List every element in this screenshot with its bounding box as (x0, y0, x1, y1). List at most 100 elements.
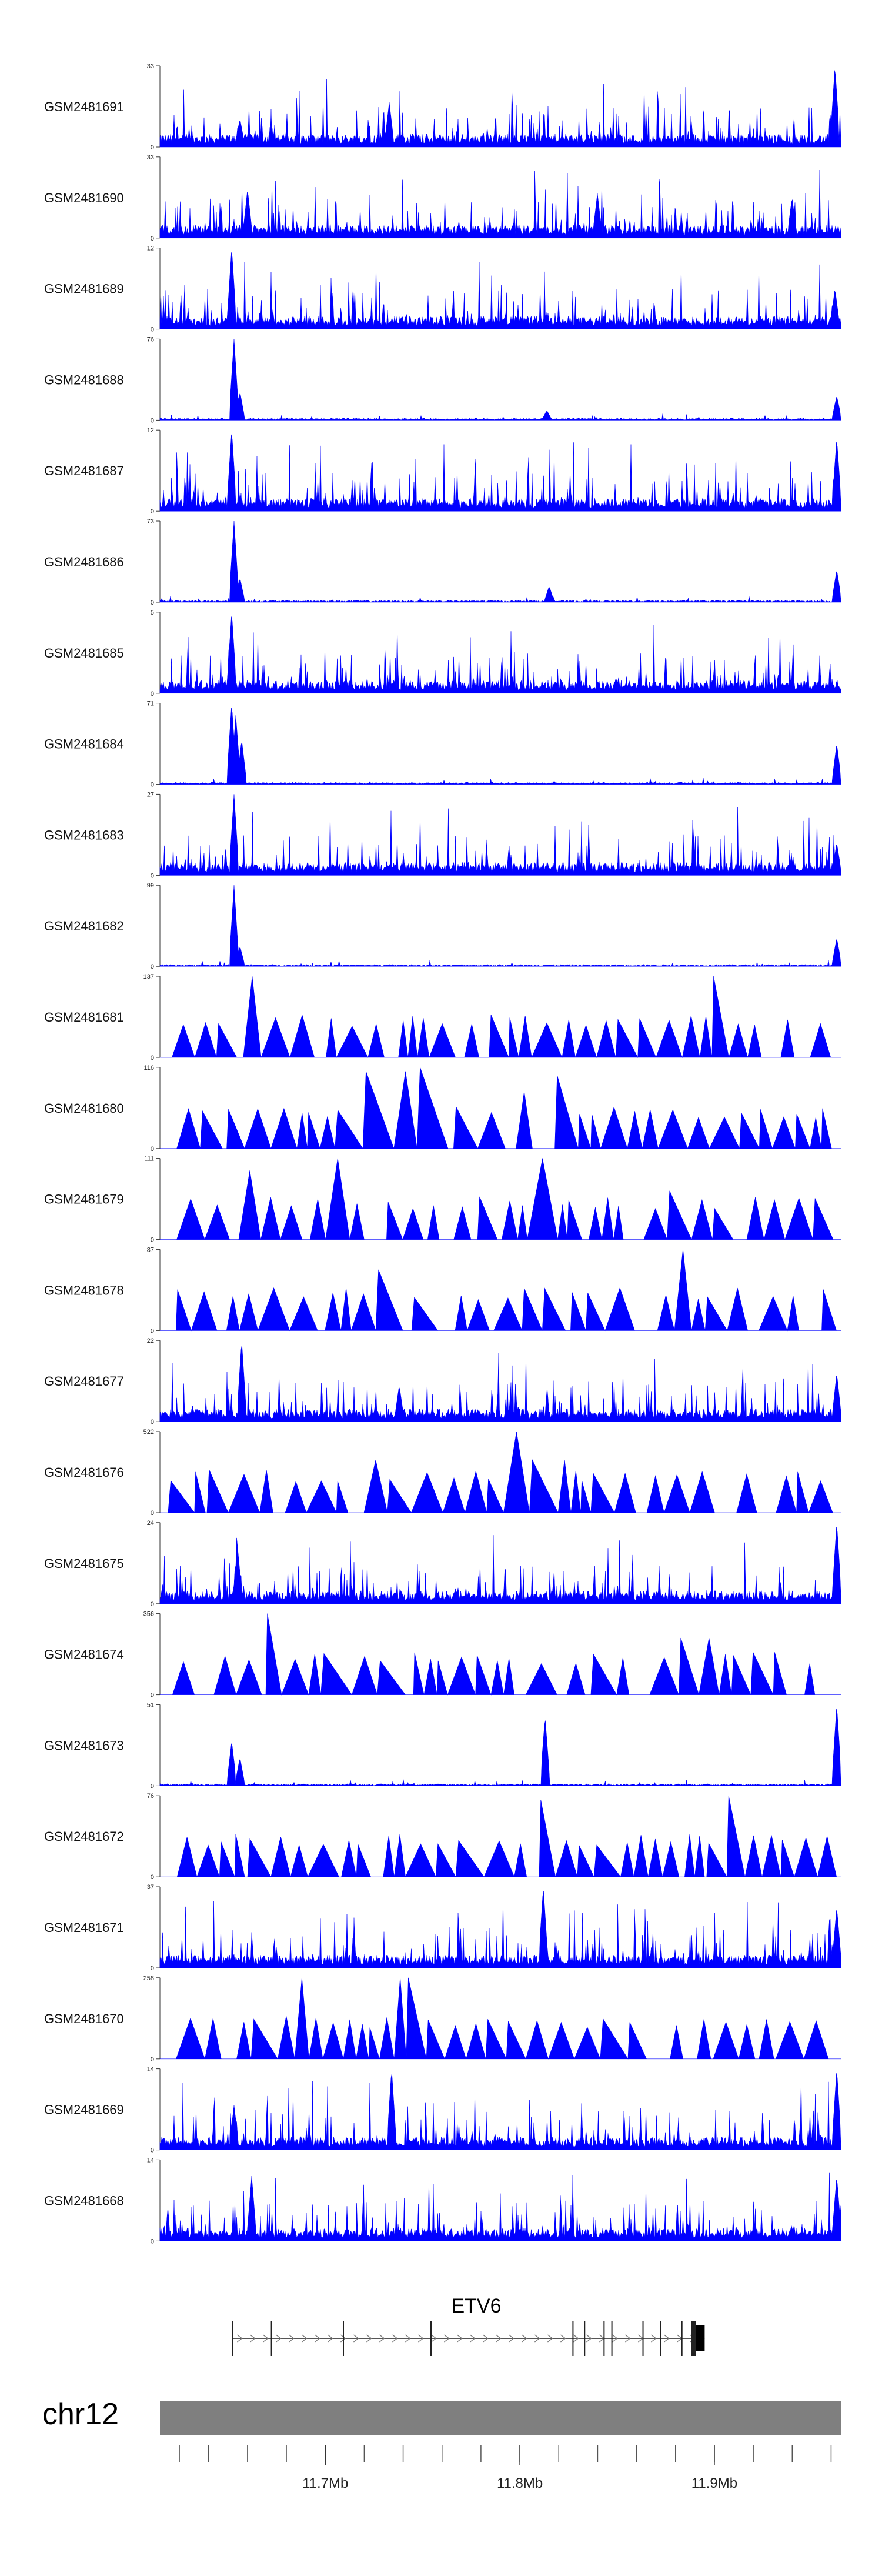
track: GSM2481669 14 0 (44, 2066, 841, 2154)
strand-arrow (586, 2334, 592, 2343)
y-min-label: 0 (151, 1874, 154, 1881)
track: GSM2481672 76 0 (44, 1793, 841, 1881)
y-axis: 137 0 (143, 973, 161, 1062)
y-axis: 111 0 (144, 1156, 161, 1244)
track: GSM2481676 522 0 (44, 1429, 841, 1517)
y-min-label: 0 (151, 1237, 154, 1244)
coverage-area (159, 1709, 841, 1786)
y-min-label: 0 (151, 417, 154, 424)
track: GSM2481683 27 0 (44, 791, 841, 879)
gene-exon (696, 2325, 705, 2351)
track-label: GSM2481679 (44, 1192, 124, 1207)
y-axis: 33 0 (147, 154, 161, 242)
track-label: GSM2481677 (44, 1374, 124, 1389)
strand-arrow (443, 2334, 450, 2343)
coverage-area (160, 1977, 841, 2060)
track: GSM2481677 22 0 (44, 1337, 841, 1426)
y-min-label: 0 (151, 508, 154, 515)
y-max-label: 111 (144, 1156, 154, 1163)
y-max-label: 87 (147, 1246, 154, 1253)
coverage-area (159, 434, 841, 512)
track-label: GSM2481686 (44, 555, 124, 569)
strand-arrow (379, 2334, 385, 2343)
gene-exon (611, 2321, 613, 2356)
y-min-label: 0 (151, 326, 154, 333)
coverage-area (160, 1796, 841, 1878)
gene-exon (584, 2321, 586, 2356)
gene-exon (270, 2321, 272, 2356)
track: GSM2481684 71 0 (44, 700, 841, 789)
track-label: GSM2481670 (44, 2011, 124, 2026)
track-label: GSM2481676 (44, 1465, 124, 1480)
y-min-label: 0 (151, 1783, 154, 1790)
strand-arrow (236, 2334, 243, 2343)
strand-arrow (366, 2334, 372, 2343)
strand-arrow (353, 2334, 359, 2343)
coverage-area (160, 1249, 841, 1332)
y-min-label: 0 (151, 1601, 154, 1608)
y-axis: 12 0 (147, 427, 161, 515)
coverage-area (160, 1067, 841, 1149)
y-max-label: 73 (147, 518, 154, 525)
track: GSM2481687 12 0 (44, 427, 841, 515)
track-label: GSM2481673 (44, 1738, 124, 1753)
y-min-label: 0 (151, 2056, 154, 2063)
strand-arrow (612, 2334, 618, 2343)
x-axis-tick-label: 11.9Mb (691, 2475, 737, 2491)
y-max-label: 27 (147, 791, 154, 798)
coverage-area (159, 885, 841, 967)
track: GSM2481681 137 0 (44, 973, 841, 1062)
coverage-area (159, 169, 841, 239)
track-label: GSM2481689 (44, 282, 124, 296)
strand-arrow (560, 2334, 566, 2343)
y-min-label: 0 (151, 1692, 154, 1699)
y-axis: 50 (151, 609, 161, 698)
strand-arrow (417, 2334, 424, 2343)
y-max-label: 99 (147, 882, 154, 889)
strand-arrow (405, 2334, 411, 2343)
y-min-label: 0 (151, 690, 154, 698)
track: GSM2481688 76 0 (44, 336, 841, 424)
y-axis: 33 0 (147, 63, 161, 151)
y-max-label: 14 (147, 2157, 154, 2164)
y-max-label: 5 (151, 609, 154, 616)
coverage-area (159, 339, 841, 421)
track: GSM2481675 24 0 (44, 1520, 841, 1608)
y-max-label: 51 (147, 1701, 154, 1709)
y-min-label: 0 (151, 1419, 154, 1426)
gene-exon (691, 2321, 696, 2356)
chromosome-ideogram: chr12 (42, 2397, 841, 2435)
strand-arrow (327, 2334, 333, 2343)
y-min-label: 0 (151, 1510, 154, 1517)
track: GSM2481686 73 0 (44, 518, 841, 606)
strand-arrow (651, 2334, 657, 2343)
y-min-label: 0 (151, 144, 154, 151)
coverage-area (160, 1613, 841, 1696)
track: GSM2481690 33 0 (44, 154, 841, 242)
strand-arrow (275, 2334, 282, 2343)
y-axis: 24 0 (147, 1520, 161, 1608)
genomic-axis: 11.7Mb 11.8Mb 11.9Mb (179, 2445, 832, 2491)
strand-arrow (469, 2334, 476, 2343)
track-label: GSM2481678 (44, 1283, 124, 1297)
y-axis: 522 0 (143, 1429, 161, 1517)
y-axis: 12 0 (147, 245, 161, 333)
strand-arrow (664, 2334, 670, 2343)
y-axis: 258 0 (143, 1975, 161, 2063)
y-max-label: 37 (147, 1884, 154, 1891)
strand-arrow (534, 2334, 540, 2343)
strand-arrow (430, 2334, 437, 2343)
track-label: GSM2481684 (44, 737, 124, 752)
y-axis: 99 0 (147, 882, 161, 970)
track-label: GSM2481681 (44, 1010, 124, 1025)
strand-arrow (495, 2334, 502, 2343)
y-axis: 37 0 (147, 1884, 161, 1972)
chromosome-label: chr12 (42, 2397, 119, 2431)
y-min-label: 0 (151, 963, 154, 970)
track-label: GSM2481672 (44, 1829, 124, 1844)
y-max-label: 76 (147, 336, 154, 343)
coverage-area (160, 976, 841, 1059)
track-label: GSM2481685 (44, 646, 124, 660)
y-axis: 22 0 (147, 1337, 161, 1426)
